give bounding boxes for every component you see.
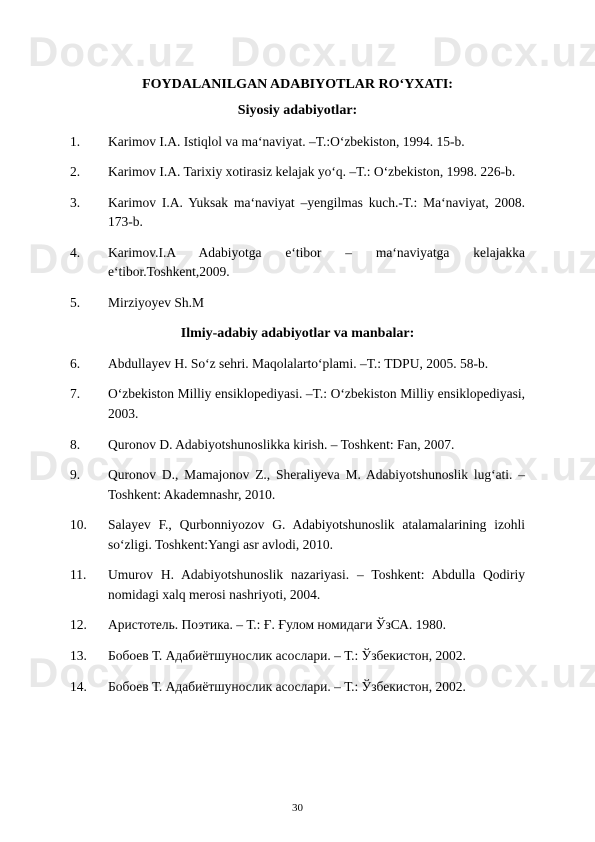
reference-list-1: Karimov I.A. Istiqlol va maʻnaviyat. –T.… xyxy=(70,132,525,313)
reference-item: Oʻzbekiston Milliy ensiklopediyasi. –T.:… xyxy=(70,384,525,423)
reference-list-2: Abdullayev H. Soʻz sehri. Maqolalartoʻpl… xyxy=(70,354,525,696)
reference-item: Бобоев Т. Адабиётшунослик асослари. – Т.… xyxy=(70,677,525,697)
main-title: FOYDALANILGAN ADABIYOTLAR ROʻYXATI: xyxy=(70,75,525,95)
reference-item: Abdullayev H. Soʻz sehri. Maqolalartoʻpl… xyxy=(70,354,525,374)
document-content: FOYDALANILGAN ADABIYOTLAR ROʻYXATI: Siyo… xyxy=(0,0,595,747)
reference-item: Quronov D. Adabiyotshunoslikka kirish. –… xyxy=(70,435,525,455)
reference-item: Umurov H. Adabiyotshunoslik nazariyasi. … xyxy=(70,565,525,604)
reference-item: Karimov I.A. Istiqlol va maʻnaviyat. –T.… xyxy=(70,132,525,152)
reference-item: Karimov.I.A Adabiyotga eʻtibor – maʻnavi… xyxy=(70,243,525,282)
reference-item: Salayev F., Qurbonniyozov G. Adabiyotshu… xyxy=(70,515,525,554)
reference-item: Бобоев Т. Адабиётшунослик асослари. – Т.… xyxy=(70,646,525,666)
reference-item: Karimov I.A. Yuksak maʻnaviyat –yengilma… xyxy=(70,193,525,232)
reference-item: Аристотель. Поэтика. – Т.: Ғ. Ғулом номи… xyxy=(70,615,525,635)
subtitle-siyosiy: Siyosiy adabiyotlar: xyxy=(70,101,525,121)
subtitle-ilmiy: Ilmiy-adabiy adabiyotlar va manbalar: xyxy=(70,324,525,344)
page-number: 30 xyxy=(0,802,595,814)
reference-item: Mirziyoyev Sh.M xyxy=(70,293,525,313)
reference-item: Karimov I.A. Tarixiy xotirasiz kelajak y… xyxy=(70,162,525,182)
reference-item: Quronov D., Mamajonov Z., Sheraliyeva M.… xyxy=(70,465,525,504)
